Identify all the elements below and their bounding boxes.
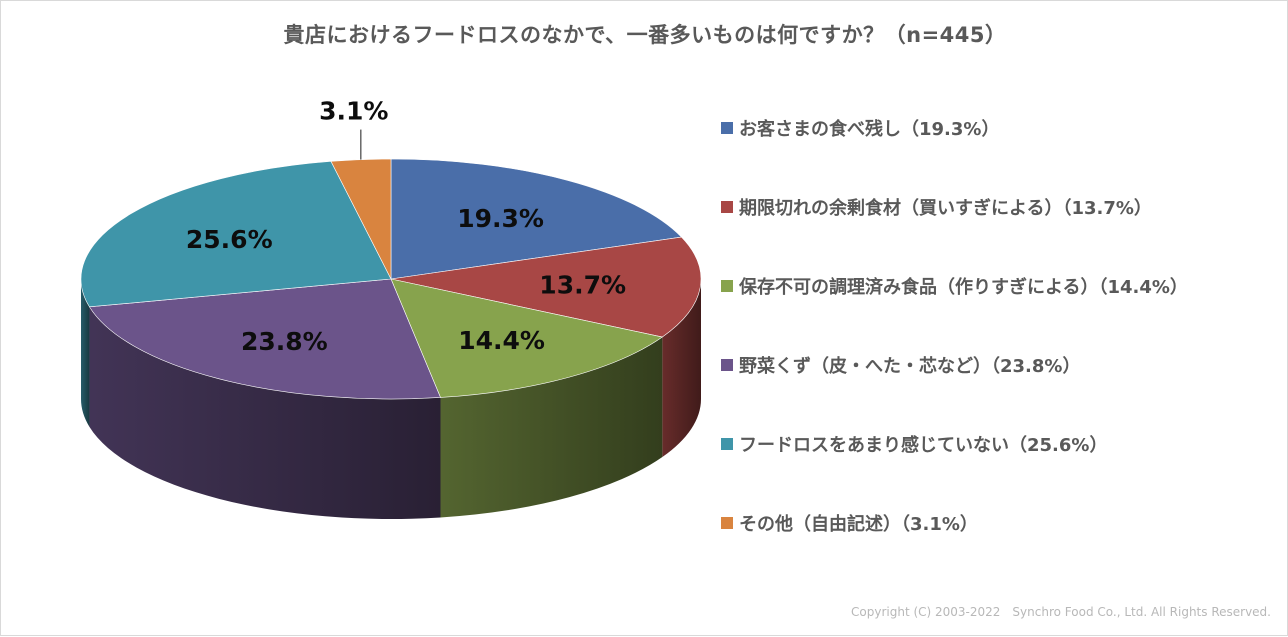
data-label: 13.7% [539, 270, 626, 299]
slice-side [662, 279, 701, 458]
legend-swatch [721, 438, 733, 450]
pie-slices [80, 158, 702, 400]
data-label: 25.6% [186, 225, 273, 254]
slice-side [440, 337, 663, 518]
legend: お客さまの食べ残し（19.3%） 期限切れの余剰食材（買いすぎによる）（13.7%… [721, 115, 1188, 589]
legend-item: お客さまの食べ残し（19.3%） [721, 115, 1188, 194]
legend-item: フードロスをあまり感じていない（25.6%） [721, 431, 1188, 510]
legend-swatch [721, 280, 733, 292]
data-label: 23.8% [241, 327, 328, 356]
legend-label: お客さまの食べ残し（19.3%） [739, 119, 1000, 140]
pie-slice [80, 160, 392, 308]
legend-swatch [721, 359, 733, 371]
pie-data-labels: 19.3% 13.7% 14.4% 23.8% 25.6% 3.1% [186, 97, 626, 356]
legend-item: その他（自由記述）（3.1%） [721, 510, 1188, 589]
pie-slice [390, 236, 702, 338]
legend-label: 野菜くず（皮・へた・芯など）（23.8%） [739, 356, 1081, 377]
data-label: 19.3% [457, 204, 544, 233]
legend-swatch [721, 201, 733, 213]
legend-label: 期限切れの余剰食材（買いすぎによる）（13.7%） [739, 198, 1152, 219]
slice-side [81, 279, 90, 427]
data-label: 3.1% [319, 97, 388, 126]
pie-slice [88, 278, 441, 400]
pie-slice [390, 278, 664, 398]
slice-side [89, 306, 441, 519]
pie-slice [390, 158, 683, 280]
legend-label: フードロスをあまり感じていない（25.6%） [739, 435, 1108, 456]
legend-item: 野菜くず（皮・へた・芯など）（23.8%） [721, 352, 1188, 431]
pie-slice [330, 158, 392, 280]
legend-label: その他（自由記述）（3.1%） [739, 514, 978, 535]
legend-swatch [721, 122, 733, 134]
copyright-text: Copyright (C) 2003-2022 Synchro Food Co.… [851, 605, 1271, 619]
legend-item: 保存不可の調理済み食品（作りすぎによる）（14.4%） [721, 273, 1188, 352]
legend-swatch [721, 517, 733, 529]
legend-label: 保存不可の調理済み食品（作りすぎによる）（14.4%） [739, 277, 1188, 298]
pie-sides [81, 279, 701, 519]
legend-item: 期限切れの余剰食材（買いすぎによる）（13.7%） [721, 194, 1188, 273]
chart-title: 貴店におけるフードロスのなかで、一番多いものは何ですか？（n=445） [283, 23, 1007, 47]
data-label: 14.4% [458, 326, 545, 355]
